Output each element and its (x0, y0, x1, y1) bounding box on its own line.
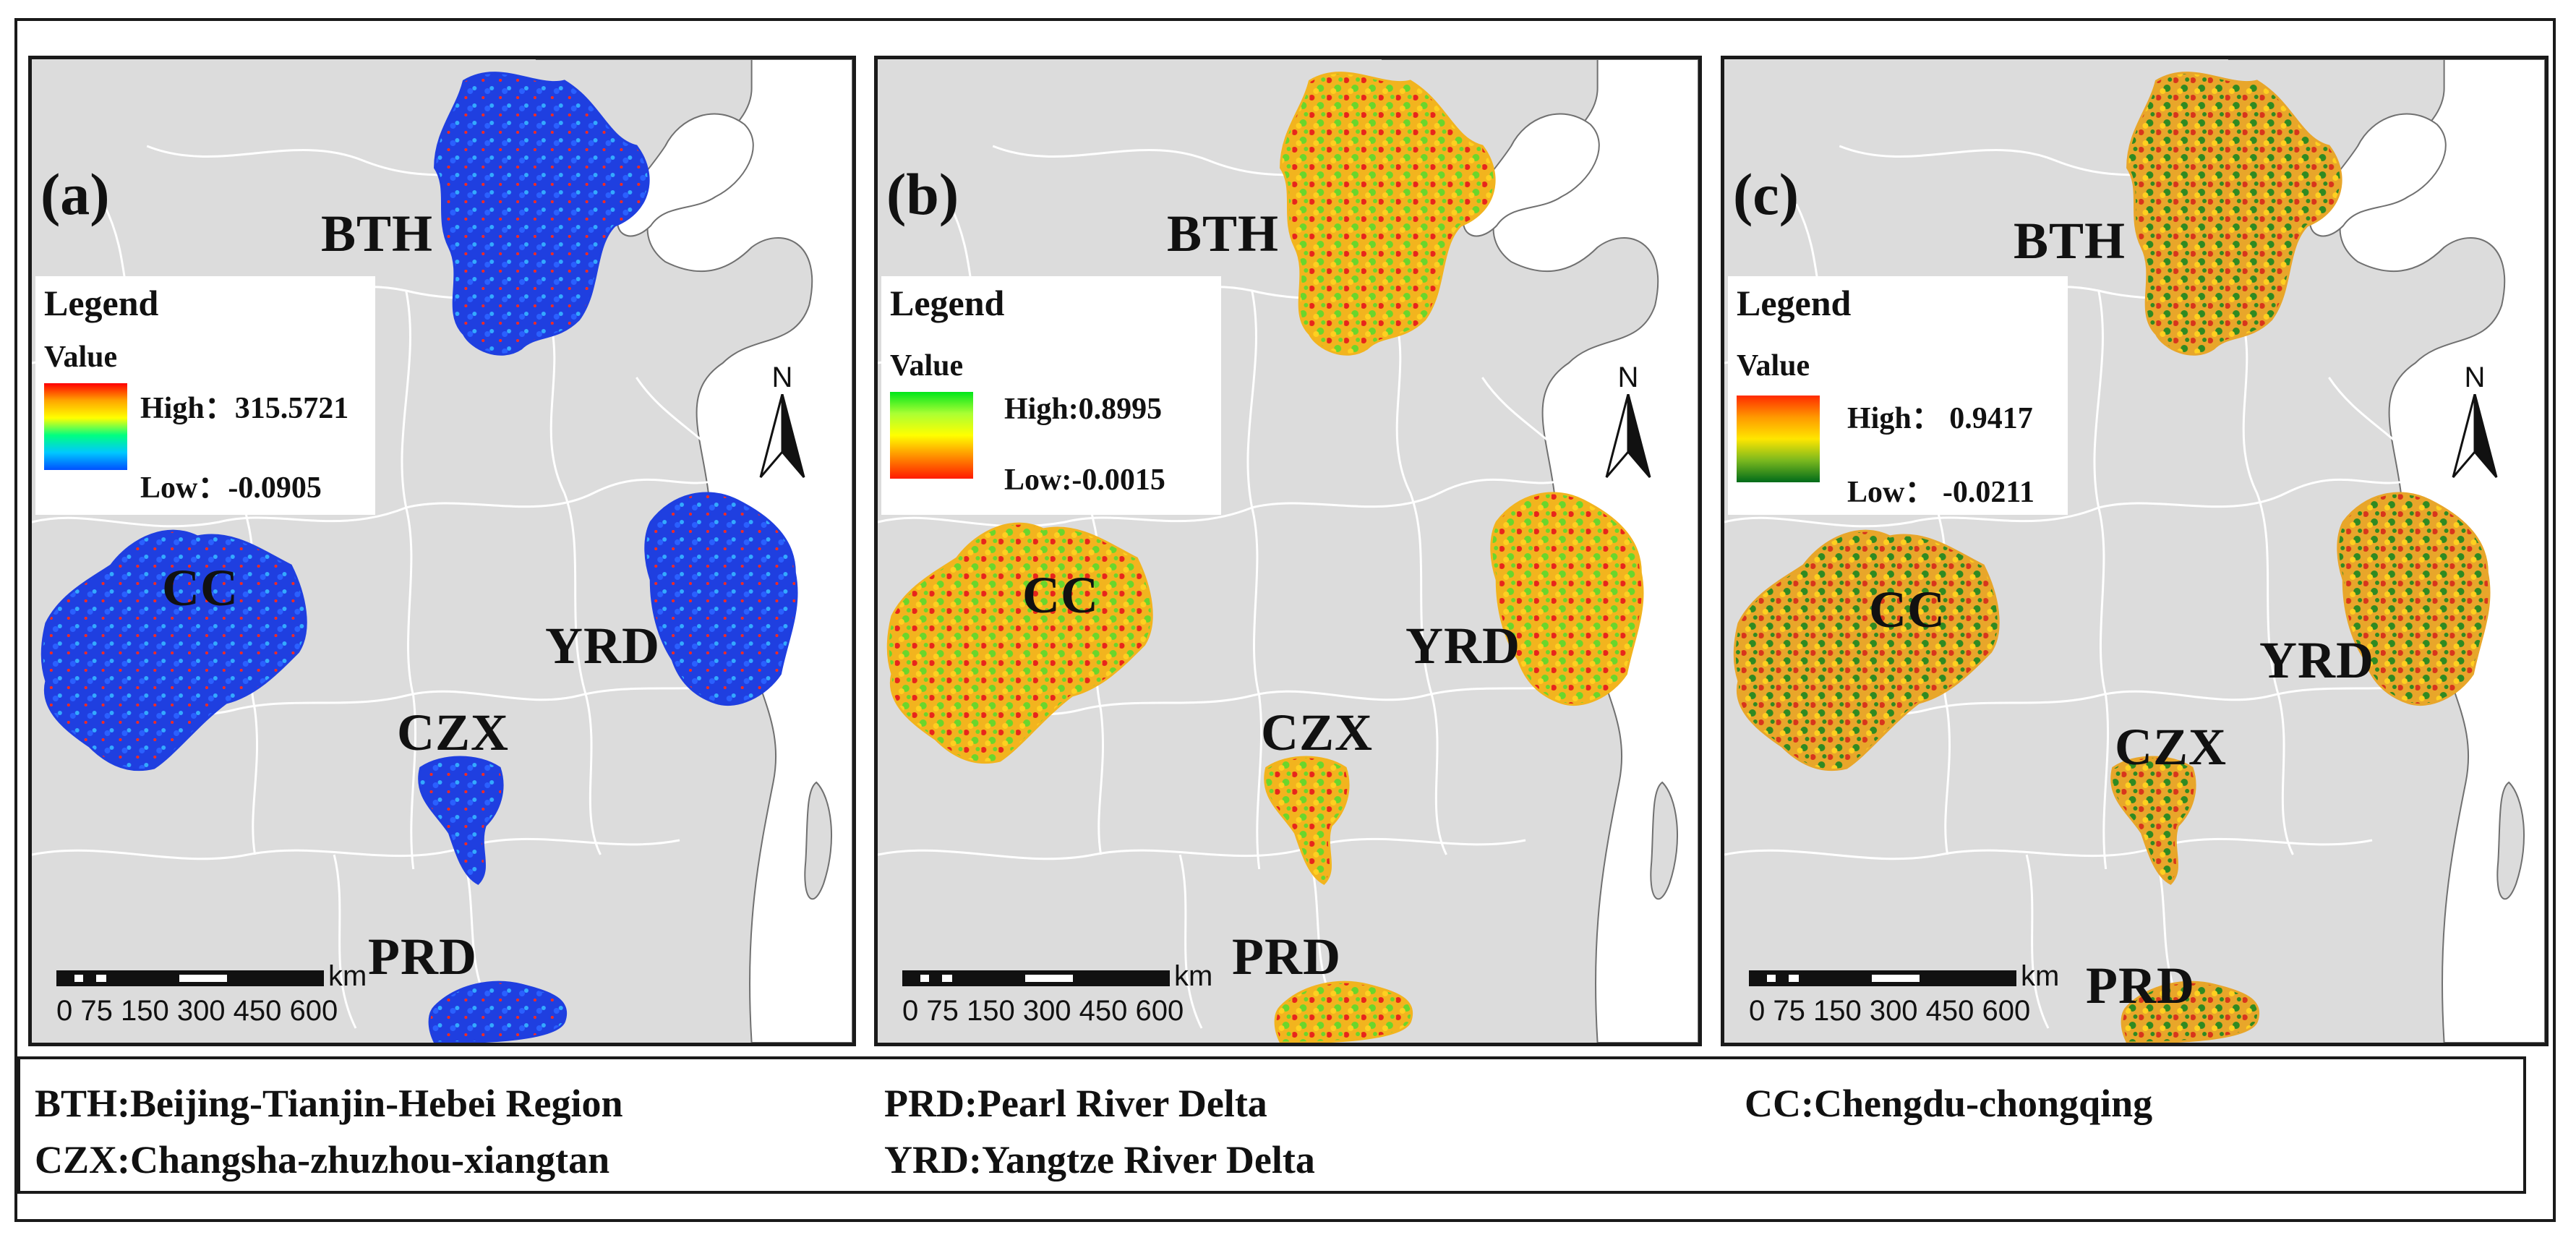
region-label-cc: CC (1869, 581, 1946, 638)
region-label-cc: CC (1022, 566, 1099, 624)
north-letter: N (1617, 362, 1639, 393)
legend-low-value: Low:-0.0015 (1004, 463, 1165, 497)
north-arrow-icon: N (1603, 362, 1653, 478)
province-boundary (549, 319, 602, 855)
province-boundary (1178, 854, 1203, 1029)
north-letter: N (771, 362, 793, 393)
region-label-yrd: YRD (545, 617, 660, 675)
scale-tick-labels: 0 75 150 300 450 600 (902, 995, 1184, 1027)
legend-value-label: Value (44, 341, 118, 374)
province-boundary (2241, 319, 2294, 855)
province-boundary (333, 854, 357, 1029)
region-bth-area (1280, 72, 1496, 356)
panel-label: (b) (886, 161, 959, 227)
region-prd-area (2121, 980, 2259, 1043)
scale-bar: km 0 75 150 300 450 600 (892, 960, 1268, 1030)
region-label-bth: BTH (2014, 212, 2126, 270)
map-panel-a: (a) BTH CC YRD CZX PRD Legend Value High：315.572… (28, 56, 856, 1046)
scale-tick-labels: 0 75 150 300 450 600 (1749, 995, 2031, 1027)
region-label-yrd: YRD (2259, 631, 2374, 689)
region-label-prd: PRD (368, 928, 477, 986)
region-cc-area (886, 522, 1153, 764)
map-legend: Legend Value High：315.5721 Low：-0.0905 (35, 276, 375, 515)
region-cc-area (1733, 529, 2000, 772)
region-bth-area (2126, 72, 2342, 356)
abbr-prd: PRD:Pearl River Delta (884, 1082, 1267, 1125)
province-boundary (878, 837, 1526, 860)
region-yrd-area (644, 492, 798, 706)
region-label-prd: PRD (1232, 928, 1341, 986)
map-legend: Legend Value High： 0.9417 Low： -0.0211 (1728, 276, 2068, 515)
panel-label: (c) (1733, 161, 1800, 227)
abbr-czx: CZX:Changsha-zhuzhou-xiangtan (35, 1138, 610, 1181)
basemap (1724, 59, 2545, 1043)
scale-bar: km 0 75 150 300 450 600 (46, 960, 422, 1030)
region-label-bth: BTH (321, 205, 434, 262)
region-label-czx: CZX (2115, 718, 2228, 776)
region-prd-area (428, 980, 567, 1043)
region-bth-area (434, 72, 650, 356)
region-yrd-area (1490, 492, 1644, 706)
taiwan-island (2496, 781, 2525, 900)
province-boundary (2328, 377, 2431, 479)
region-label-bth: BTH (1167, 205, 1280, 262)
legend-title: Legend (1737, 283, 1852, 323)
legend-title: Legend (890, 283, 1005, 323)
figure-frame: (a) BTH CC YRD CZX PRD Legend Value High：315.572… (14, 18, 2556, 1222)
scale-unit: km (328, 960, 367, 992)
province-boundary (636, 377, 738, 479)
legend-color-ramp (1737, 396, 1820, 482)
abbr-bth: BTH:Beijing-Tianjin-Hebei Region (35, 1082, 623, 1125)
legend-high-value: High:0.8995 (1004, 393, 1163, 426)
abbreviation-legend: BTH:Beijing-Tianjin-Hebei Region CZX:Cha… (17, 1056, 2526, 1194)
region-prd-area (1274, 980, 1413, 1043)
scale-tick-labels: 0 75 150 300 450 600 (56, 995, 338, 1027)
taiwan-island (1650, 781, 1679, 900)
region-label-czx: CZX (1261, 704, 1374, 761)
map-panel-c: (c) BTH CC YRD CZX PRD Legend Value High： 0.9417… (1721, 56, 2549, 1046)
legend-value-label: Value (1737, 349, 1810, 383)
panel-label: (a) (40, 161, 110, 227)
legend-color-ramp (44, 383, 127, 470)
north-letter: N (2464, 362, 2486, 393)
legend-value-label: Value (890, 349, 964, 383)
region-cc-area (40, 529, 307, 772)
abbr-yrd: YRD:Yangtze River Delta (884, 1138, 1315, 1181)
region-czx-area (418, 756, 504, 885)
north-arrow-icon: N (757, 362, 808, 478)
legend-high-value: High： 0.9417 (1847, 402, 2033, 435)
scale-unit: km (2021, 960, 2060, 992)
north-arrow-icon: N (2449, 362, 2500, 478)
map-legend: Legend Value High:0.8995 Low:-0.0015 (881, 276, 1221, 515)
legend-color-ramp (890, 392, 973, 479)
region-label-czx: CZX (397, 704, 510, 761)
basemap (878, 59, 1698, 1043)
taiwan-island (804, 781, 833, 900)
map-panel-b: (b) BTH CC YRD CZX PRD Legend Value High:0.8995 L… (874, 56, 1702, 1046)
province-boundary (32, 837, 680, 860)
legend-low-value: Low： -0.0211 (1847, 476, 2035, 509)
scale-bar: km 0 75 150 300 450 600 (1739, 960, 2115, 1030)
legend-low-value: Low：-0.0905 (140, 471, 322, 505)
scale-unit: km (1174, 960, 1213, 992)
province-boundary (1395, 319, 1447, 855)
region-label-yrd: YRD (1405, 617, 1520, 675)
region-label-prd: PRD (2086, 957, 2195, 1014)
province-boundary (2025, 854, 2050, 1029)
region-label-cc: CC (162, 559, 239, 617)
province-boundary (401, 290, 417, 870)
region-yrd-area (2337, 492, 2491, 706)
province-boundary (2093, 290, 2110, 870)
region-czx-area (2110, 756, 2196, 885)
legend-title: Legend (44, 283, 159, 323)
region-czx-area (1264, 756, 1350, 885)
legend-high-value: High：315.5721 (140, 392, 349, 425)
province-boundary (1724, 837, 2373, 860)
abbr-cc: CC:Chengdu-chongqing (1745, 1082, 2153, 1125)
province-boundary (1246, 290, 1263, 870)
province-boundary (1481, 377, 1584, 479)
basemap (32, 59, 852, 1043)
